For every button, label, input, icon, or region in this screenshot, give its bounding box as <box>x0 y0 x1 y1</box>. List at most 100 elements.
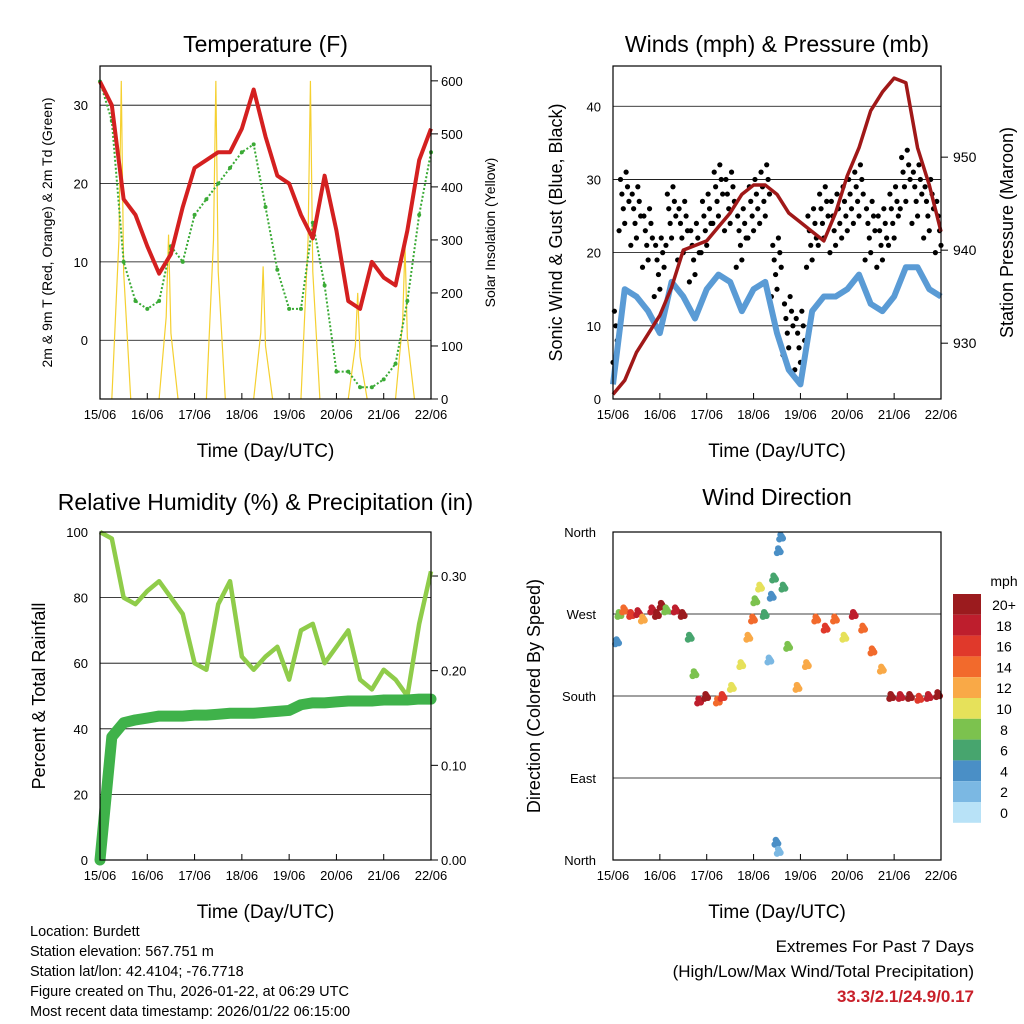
wind-direction-point <box>681 612 688 620</box>
y2-tick-label: 200 <box>441 286 463 301</box>
gust-point <box>770 242 776 248</box>
gust-point <box>892 184 899 190</box>
gust-point <box>748 198 754 204</box>
x-tick-label: 19/06 <box>273 407 306 422</box>
wind-direction-point <box>814 617 822 624</box>
y-tick-label: 80 <box>74 591 88 606</box>
gust-point <box>803 264 810 270</box>
gust-point <box>862 257 868 263</box>
gust-point <box>676 206 682 212</box>
y-tick-label: 30 <box>74 98 88 113</box>
gust-point <box>781 301 788 307</box>
extremes-subtitle: (High/Low/Max Wind/Total Precipitation) <box>672 962 974 981</box>
gust-point <box>890 220 896 226</box>
gust-point <box>809 257 815 263</box>
legend-title: mph <box>990 573 1017 589</box>
gust-point <box>706 206 713 212</box>
y-tick-label: 30 <box>587 172 601 187</box>
gust-point <box>903 198 909 204</box>
wind-direction-point <box>688 635 695 642</box>
gust-point <box>670 184 676 190</box>
gust-point <box>616 228 622 234</box>
dewpoint-line <box>99 81 432 389</box>
wind-direction-point <box>758 585 765 592</box>
y2-tick-label: 400 <box>441 180 463 195</box>
y2-axis-label: Station Pressure (Maroon) <box>997 127 1017 338</box>
x-tick-label: 18/06 <box>226 407 259 422</box>
gust-point <box>626 198 632 204</box>
gust-point <box>914 213 921 219</box>
gust-point <box>872 228 878 234</box>
legend-label: 20+ <box>992 597 1016 613</box>
gust-point <box>884 235 890 241</box>
gust-point <box>881 206 887 212</box>
gust-point <box>897 206 903 212</box>
wind-direction-point <box>664 608 672 615</box>
gust-point <box>765 176 771 183</box>
gust-point <box>895 213 901 219</box>
gust-point <box>757 220 763 226</box>
chart-title: Winds (mph) & Pressure (mb) <box>625 31 929 57</box>
gust-point <box>783 315 789 322</box>
x-tick-label: 22/06 <box>415 407 448 422</box>
solar-insolation-spike <box>111 80 132 400</box>
x-tick-label: 19/06 <box>784 407 817 422</box>
gust-point <box>624 184 631 190</box>
gust-point <box>805 213 811 219</box>
gust-point <box>699 198 706 204</box>
x-tick-label: 21/06 <box>878 868 911 883</box>
y2-tick-label: 0.10 <box>441 758 466 773</box>
gust-point <box>910 169 916 175</box>
gust-point <box>926 228 932 234</box>
chart-title: Relative Humidity (%) & Precipitation (i… <box>58 489 473 515</box>
y-tick-label: 0 <box>81 333 88 348</box>
plot-frame <box>99 65 432 400</box>
gust-point <box>752 176 758 183</box>
solar-insolation-spike <box>347 292 368 400</box>
x-tick-label: 17/06 <box>178 407 211 422</box>
y-tick-label: 20 <box>74 177 88 192</box>
latlon-text: Station lat/lon: 42.4104; -76.7718 <box>30 964 244 980</box>
gust-point <box>620 206 626 212</box>
wind-direction-point <box>692 671 700 679</box>
gust-point <box>636 198 642 204</box>
gust-point <box>777 250 783 256</box>
legend-swatch <box>953 802 981 823</box>
gust-point <box>723 176 729 183</box>
wind-direction-point <box>704 694 712 702</box>
wind-direction-point <box>805 662 812 670</box>
gust-point <box>832 242 839 248</box>
wind-direction-point <box>615 639 623 647</box>
y2-tick-label: 0 <box>441 392 448 407</box>
legend-label: 10 <box>996 701 1012 717</box>
gust-point <box>692 271 698 278</box>
y-tick-label: North <box>564 853 596 868</box>
legend-label: 16 <box>996 639 1012 655</box>
gust-point <box>710 220 716 226</box>
gust-point <box>923 198 930 204</box>
gust-point <box>906 162 912 168</box>
gust-point <box>899 154 905 161</box>
wind-direction-point <box>753 598 761 606</box>
gust-point <box>882 220 888 226</box>
gust-point <box>713 184 719 190</box>
gust-point <box>784 330 790 336</box>
wind-direction-point <box>730 685 737 692</box>
gust-point <box>819 220 826 226</box>
x-tick-label: 17/06 <box>178 868 211 883</box>
wind-direction-point <box>871 649 878 656</box>
wind-direction-point <box>899 694 906 702</box>
created-text: Figure created on Thu, 2026-01-22, at 06… <box>30 984 349 1000</box>
gust-point <box>750 228 757 234</box>
legend-swatch <box>953 781 981 802</box>
gust-point <box>822 184 828 190</box>
x-tick-label: 16/06 <box>644 868 677 883</box>
x-tick-label: 17/06 <box>690 407 723 422</box>
x-tick-label: 15/06 <box>84 868 117 883</box>
wind-direction-point <box>861 626 869 633</box>
gust-point <box>728 169 735 175</box>
gust-point <box>913 198 919 204</box>
gust-point <box>810 206 817 212</box>
gust-point <box>772 271 779 278</box>
